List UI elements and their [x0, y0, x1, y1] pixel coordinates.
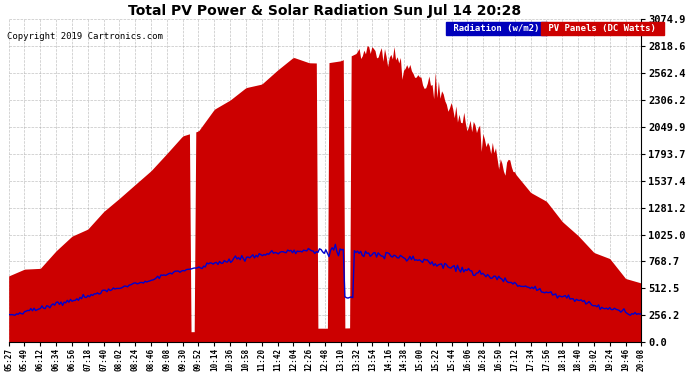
Title: Total PV Power & Solar Radiation Sun Jul 14 20:28: Total PV Power & Solar Radiation Sun Jul…	[128, 4, 522, 18]
Text: Radiation (w/m2): Radiation (w/m2)	[448, 24, 545, 33]
Text: Copyright 2019 Cartronics.com: Copyright 2019 Cartronics.com	[7, 32, 163, 41]
Text: PV Panels (DC Watts): PV Panels (DC Watts)	[543, 24, 662, 33]
